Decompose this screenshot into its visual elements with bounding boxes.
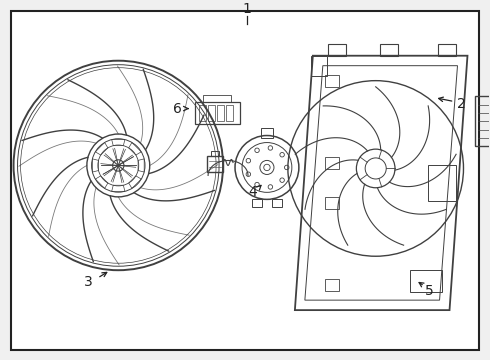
Bar <box>328 44 346 56</box>
Bar <box>203 95 231 102</box>
Bar <box>252 199 262 207</box>
Bar <box>226 105 233 121</box>
Bar <box>207 157 223 172</box>
Text: 3: 3 <box>84 275 93 289</box>
Bar <box>325 157 339 170</box>
Bar <box>428 166 456 201</box>
Bar <box>217 105 224 121</box>
Bar <box>272 199 282 207</box>
Bar <box>211 152 219 157</box>
Bar <box>325 279 339 291</box>
Bar <box>195 102 240 123</box>
Bar <box>325 197 339 210</box>
Bar <box>261 127 273 138</box>
Text: 6: 6 <box>172 102 182 116</box>
Text: 1: 1 <box>243 2 251 16</box>
Bar <box>208 105 215 121</box>
Bar <box>380 44 398 56</box>
Text: 2: 2 <box>457 96 466 111</box>
Text: 5: 5 <box>425 284 434 298</box>
Bar <box>438 44 456 56</box>
Text: 4: 4 <box>248 185 257 199</box>
Bar <box>325 75 339 87</box>
Bar <box>199 105 206 121</box>
Bar <box>311 56 327 76</box>
Bar <box>475 96 490 145</box>
Bar <box>410 270 441 292</box>
